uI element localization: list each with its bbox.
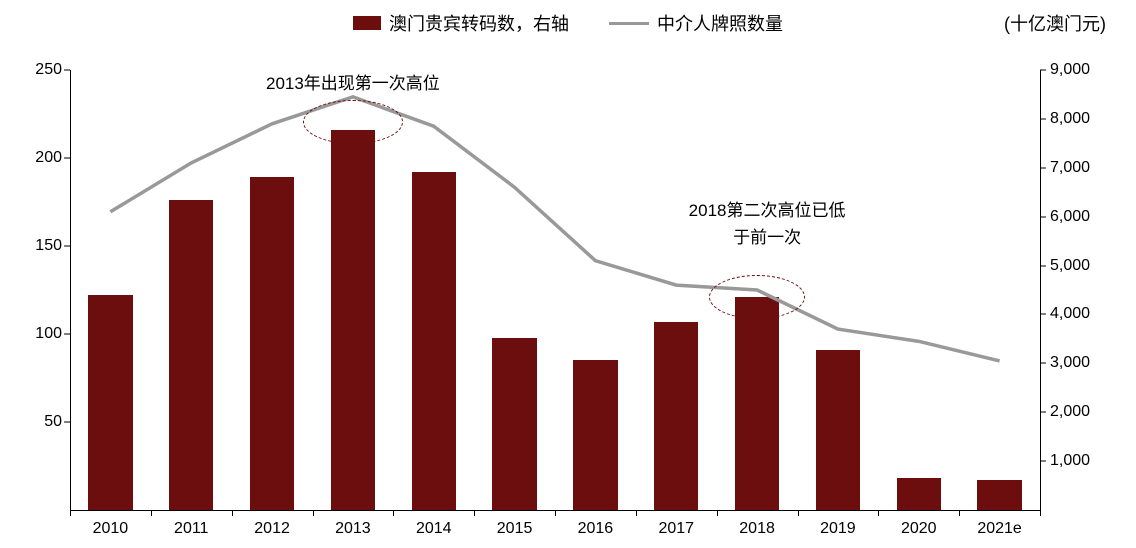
x-tick-mark: [393, 510, 394, 516]
x-tick-mark: [798, 510, 799, 516]
y-right-tick-label: 4,000: [1050, 305, 1110, 323]
x-tick-label: 2017: [658, 520, 694, 538]
x-tick-label: 2018: [739, 520, 775, 538]
y-right-tick-mark: [1040, 314, 1046, 315]
y-right-tick-label: 9,000: [1050, 61, 1110, 79]
x-tick-mark: [232, 510, 233, 516]
x-tick-mark: [717, 510, 718, 516]
annotation-2018-line2: 于前一次: [689, 224, 846, 251]
bar: [88, 295, 132, 510]
x-tick-mark: [70, 510, 71, 516]
y-right-tick-mark: [1040, 216, 1046, 217]
y-left-tick-label: 250: [12, 61, 62, 79]
x-tick-label: 2012: [254, 520, 290, 538]
x-tick-label: 2021e: [977, 520, 1022, 538]
annotation-2013: 2013年出现第一次高位: [266, 70, 440, 97]
y-left-tick-mark: [64, 70, 70, 71]
bar: [492, 338, 536, 510]
legend: 澳门贵宾转码数，右轴 中介人牌照数量: [0, 10, 1136, 36]
y-right-tick-label: 8,000: [1050, 110, 1110, 128]
y-right-tick-label: 1,000: [1050, 452, 1110, 470]
y-right-tick-mark: [1040, 167, 1046, 168]
y-right-tick-mark: [1040, 265, 1046, 266]
line-series: [70, 70, 1040, 510]
y-right-tick-label: 2,000: [1050, 403, 1110, 421]
y-right-tick-mark: [1040, 412, 1046, 413]
y-right-tick-label: 6,000: [1050, 208, 1110, 226]
legend-item-line: 中介人牌照数量: [609, 10, 783, 36]
y-left-tick-label: 100: [12, 325, 62, 343]
y-left-tick-mark: [64, 334, 70, 335]
bar: [816, 350, 860, 510]
x-tick-label: 2020: [901, 520, 937, 538]
x-tick-label: 2015: [497, 520, 533, 538]
x-tick-mark: [1040, 510, 1041, 516]
y-right-tick-label: 3,000: [1050, 354, 1110, 372]
bar: [573, 360, 617, 510]
x-tick-mark: [151, 510, 152, 516]
unit-label: (十亿澳门元): [1004, 10, 1106, 36]
x-tick-label: 2010: [93, 520, 129, 538]
y-left-tick-mark: [64, 158, 70, 159]
x-tick-label: 2014: [416, 520, 452, 538]
legend-line-swatch: [609, 22, 649, 25]
x-tick-mark: [878, 510, 879, 516]
y-left-tick-label: 150: [12, 237, 62, 255]
y-left-tick-mark: [64, 246, 70, 247]
y-axis-line-left: [70, 70, 71, 510]
bar: [169, 200, 213, 510]
bar: [977, 480, 1021, 510]
x-tick-mark: [474, 510, 475, 516]
bar: [412, 172, 456, 510]
legend-item-bar: 澳门贵宾转码数，右轴: [353, 10, 569, 36]
y-right-tick-mark: [1040, 118, 1046, 119]
y-axis-line-right: [1040, 70, 1041, 510]
bar: [897, 478, 941, 510]
y-right-tick-label: 5,000: [1050, 257, 1110, 275]
y-right-tick-mark: [1040, 363, 1046, 364]
bar: [735, 297, 779, 510]
x-tick-mark: [959, 510, 960, 516]
x-tick-label: 2019: [820, 520, 856, 538]
annotation-2018: 2018第二次高位已低于前一次: [689, 197, 846, 251]
y-right-tick-mark: [1040, 70, 1046, 71]
bar: [331, 130, 375, 510]
bar: [250, 177, 294, 510]
y-left-tick-label: 50: [12, 413, 62, 431]
y-right-tick-mark: [1040, 461, 1046, 462]
plot-area: 501001502002501,0002,0003,0004,0005,0006…: [70, 70, 1040, 510]
chart-container: 澳门贵宾转码数，右轴 中介人牌照数量 (十亿澳门元) 5010015020025…: [0, 0, 1136, 548]
y-right-tick-label: 7,000: [1050, 159, 1110, 177]
x-tick-mark: [636, 510, 637, 516]
x-tick-mark: [313, 510, 314, 516]
legend-bar-label: 澳门贵宾转码数，右轴: [389, 10, 569, 36]
y-left-tick-mark: [64, 422, 70, 423]
bar: [654, 322, 698, 510]
x-tick-mark: [555, 510, 556, 516]
x-tick-label: 2011: [174, 520, 208, 538]
y-left-tick-label: 200: [12, 149, 62, 167]
legend-line-label: 中介人牌照数量: [657, 10, 783, 36]
legend-bar-swatch: [353, 16, 381, 30]
x-tick-label: 2016: [578, 520, 614, 538]
x-tick-label: 2013: [335, 520, 371, 538]
annotation-2018-line1: 2018第二次高位已低: [689, 197, 846, 224]
